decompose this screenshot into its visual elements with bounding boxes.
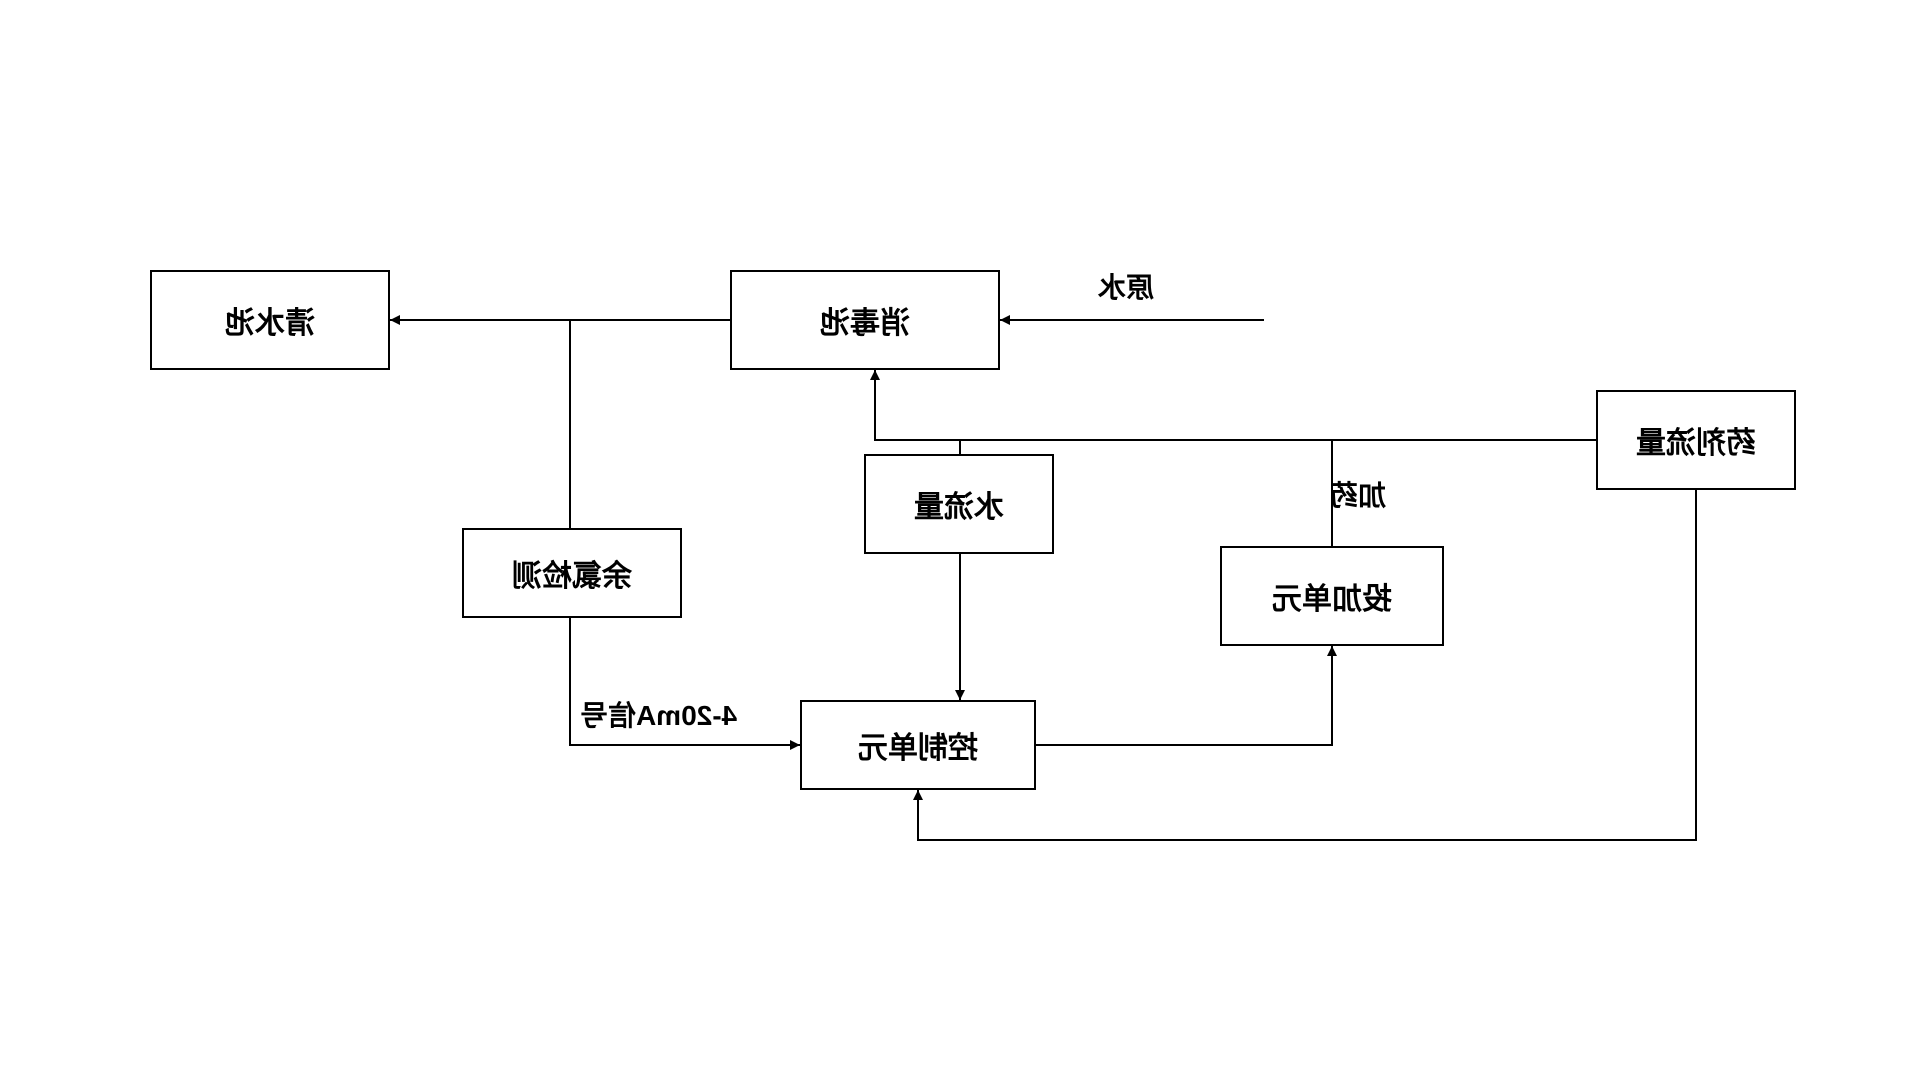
node-label: 投加单元 [1272,574,1392,618]
free-label-text: 原水 [1098,272,1154,303]
node-label: 水流量 [914,482,1004,526]
label-add-chem: 加药 [1330,474,1386,514]
free-label-text: 4-20mA信号 [580,700,737,731]
label-signal: 4-20mA信号 [580,694,737,734]
node-water-flow: 水流量 [864,454,1054,554]
node-clear-tank: 清水池 [150,270,390,370]
node-chem-flow: 药剂流量 [1596,390,1796,490]
label-raw-water: 原水 [1098,266,1154,306]
node-control: 控制单元 [800,700,1036,790]
node-label: 控制单元 [858,723,978,767]
node-label: 余氯检测 [512,551,632,595]
node-label: 清水池 [225,298,315,342]
flowchart-canvas: 清水池 消毒池 药剂流量 水流量 余氯检测 投加单元 控制单元 原水 加药 4-… [0,0,1920,1080]
node-disinfect: 消毒池 [730,270,1000,370]
node-label: 药剂流量 [1636,418,1756,462]
node-dosing: 投加单元 [1220,546,1444,646]
free-label-text: 加药 [1330,480,1386,511]
node-chlorine: 余氯检测 [462,528,682,618]
node-label: 消毒池 [820,298,910,342]
